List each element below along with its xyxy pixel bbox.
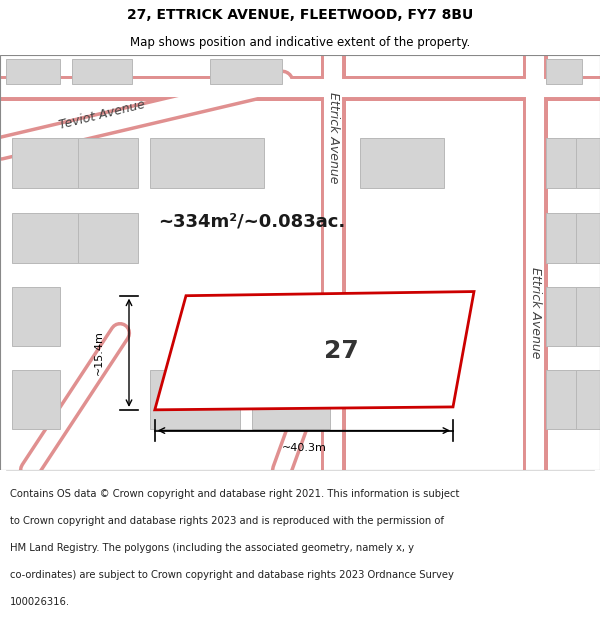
Text: ~15.4m: ~15.4m — [94, 331, 104, 375]
Polygon shape — [12, 138, 78, 188]
Text: Ettrick Avenue: Ettrick Avenue — [529, 266, 542, 358]
Text: HM Land Registry. The polygons (including the associated geometry, namely x, y: HM Land Registry. The polygons (includin… — [10, 543, 413, 553]
Polygon shape — [12, 371, 60, 429]
Text: Contains OS data © Crown copyright and database right 2021. This information is : Contains OS data © Crown copyright and d… — [10, 489, 459, 499]
Polygon shape — [546, 138, 582, 188]
Text: Teviot Avenue: Teviot Avenue — [58, 98, 146, 132]
Polygon shape — [576, 213, 600, 262]
Polygon shape — [150, 138, 264, 188]
Polygon shape — [210, 59, 282, 84]
Text: to Crown copyright and database rights 2023 and is reproduced with the permissio: to Crown copyright and database rights 2… — [10, 516, 443, 526]
Text: 100026316.: 100026316. — [10, 597, 70, 607]
Polygon shape — [546, 371, 582, 429]
Text: ~334m²/~0.083ac.: ~334m²/~0.083ac. — [158, 212, 346, 230]
Polygon shape — [576, 138, 600, 188]
Polygon shape — [360, 138, 444, 188]
Polygon shape — [155, 291, 474, 410]
Polygon shape — [150, 371, 240, 429]
Polygon shape — [576, 288, 600, 346]
Polygon shape — [12, 288, 60, 346]
Text: 27, ETTRICK AVENUE, FLEETWOOD, FY7 8BU: 27, ETTRICK AVENUE, FLEETWOOD, FY7 8BU — [127, 8, 473, 22]
Polygon shape — [576, 371, 600, 429]
Text: Map shows position and indicative extent of the property.: Map shows position and indicative extent… — [130, 36, 470, 49]
Polygon shape — [6, 59, 60, 84]
Polygon shape — [78, 138, 138, 188]
Polygon shape — [546, 213, 582, 262]
Polygon shape — [12, 213, 78, 262]
Text: ~40.3m: ~40.3m — [281, 443, 326, 453]
Polygon shape — [72, 59, 132, 84]
Polygon shape — [252, 371, 330, 429]
Text: Ettrick Avenue: Ettrick Avenue — [326, 92, 340, 184]
Text: 27: 27 — [323, 339, 358, 363]
Polygon shape — [78, 213, 138, 262]
Polygon shape — [546, 288, 582, 346]
Polygon shape — [546, 59, 582, 84]
Text: co-ordinates) are subject to Crown copyright and database rights 2023 Ordnance S: co-ordinates) are subject to Crown copyr… — [10, 570, 454, 580]
